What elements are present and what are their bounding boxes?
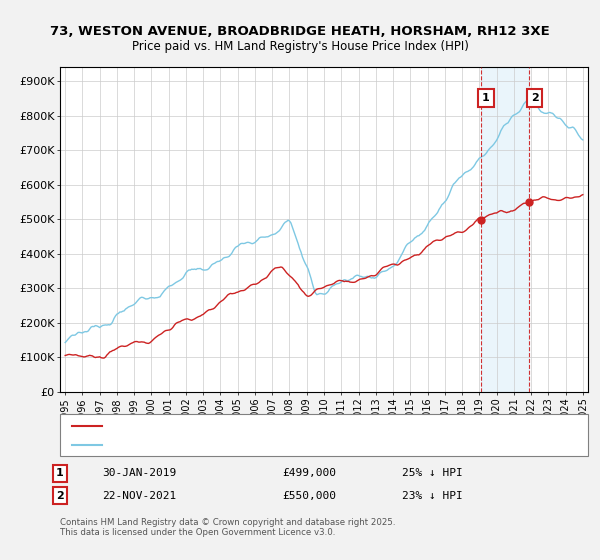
- Text: £550,000: £550,000: [282, 491, 336, 501]
- Text: £499,000: £499,000: [282, 468, 336, 478]
- Text: 25% ↓ HPI: 25% ↓ HPI: [402, 468, 463, 478]
- Text: 23% ↓ HPI: 23% ↓ HPI: [402, 491, 463, 501]
- Text: 73, WESTON AVENUE, BROADBRIDGE HEATH, HORSHAM, RH12 3XE: 73, WESTON AVENUE, BROADBRIDGE HEATH, HO…: [50, 25, 550, 38]
- Text: Contains HM Land Registry data © Crown copyright and database right 2025.
This d: Contains HM Land Registry data © Crown c…: [60, 518, 395, 538]
- Text: Price paid vs. HM Land Registry's House Price Index (HPI): Price paid vs. HM Land Registry's House …: [131, 40, 469, 53]
- Text: 30-JAN-2019: 30-JAN-2019: [102, 468, 176, 478]
- Text: 2: 2: [530, 94, 538, 103]
- Text: HPI: Average price, detached house, Horsham: HPI: Average price, detached house, Hors…: [108, 440, 327, 449]
- Bar: [481, 67, 529, 392]
- Text: 22-NOV-2021: 22-NOV-2021: [102, 491, 176, 501]
- Text: 1: 1: [56, 468, 64, 478]
- Text: 2: 2: [56, 491, 64, 501]
- Text: 1: 1: [482, 94, 490, 103]
- Text: 73, WESTON AVENUE, BROADBRIDGE HEATH, HORSHAM, RH12 3XE (detached house): 73, WESTON AVENUE, BROADBRIDGE HEATH, HO…: [108, 422, 514, 431]
